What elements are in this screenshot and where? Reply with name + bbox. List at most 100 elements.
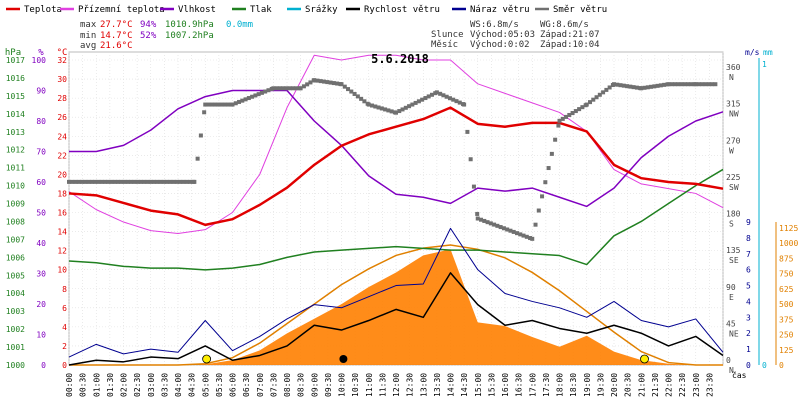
time-tick-label: 21:00 xyxy=(637,373,646,397)
wind-direction-point xyxy=(102,179,107,184)
wind-direction-point xyxy=(233,101,238,106)
wind-tick-label: 7 xyxy=(746,250,751,259)
wind-direction-point xyxy=(322,79,327,84)
hpa-tick-label: 1013 xyxy=(6,128,25,137)
wind-direction-point xyxy=(642,85,647,90)
wind-direction-point xyxy=(70,179,75,184)
time-tick-label: 19:30 xyxy=(596,373,605,397)
ground-temperature-line xyxy=(68,54,724,234)
wind-direction-point xyxy=(468,157,473,162)
temp-tick-label: 24 xyxy=(57,132,67,141)
solar-theoretical-line xyxy=(69,244,723,366)
wind-direction-point xyxy=(673,82,678,87)
wind-direction-point xyxy=(495,223,500,228)
wind-direction-point xyxy=(116,179,121,184)
wind-direction-point xyxy=(553,137,558,142)
wind-direction-point xyxy=(652,84,657,89)
stats-avg-temp: 21.6°C xyxy=(100,41,133,51)
wind-direction-point xyxy=(383,107,388,112)
pct-tick-label: 90 xyxy=(36,87,46,96)
wind-direction-point xyxy=(203,102,208,107)
hpa-tick-label: 1012 xyxy=(6,146,25,155)
wind-direction-point xyxy=(86,179,91,184)
time-tick-label: 02:30 xyxy=(133,373,142,397)
wind-direction-point xyxy=(325,80,330,85)
pct-tick-label: 50 xyxy=(36,209,46,218)
wind-direction-point xyxy=(584,102,589,107)
stats-min-temp: 14.7°C xyxy=(100,31,133,41)
wind-direction-point xyxy=(666,82,671,87)
temp-tick-label: 10 xyxy=(57,266,67,275)
solar-tick-label: 1125 xyxy=(779,224,798,233)
stats-moon-label: Měsíc xyxy=(431,40,458,50)
wind-direction-point xyxy=(631,85,636,90)
hpa-tick-label: 1008 xyxy=(6,217,25,226)
pct-tick-label: 80 xyxy=(36,117,46,126)
solar-tick-label: 500 xyxy=(779,300,794,309)
time-tick-label: 23:00 xyxy=(692,373,701,397)
axis-unit-hpa: hPa xyxy=(5,48,21,58)
solar-tick-label: 0 xyxy=(779,361,784,370)
wind-direction-point xyxy=(256,92,261,97)
wind-direction-point xyxy=(549,151,554,156)
wind-direction-point xyxy=(274,86,279,91)
hpa-tick-label: 1017 xyxy=(6,56,25,65)
wind-direction-point xyxy=(621,83,626,88)
stats-max-temp: 27.7°C xyxy=(100,20,133,30)
time-tick-label: 12:30 xyxy=(406,373,415,397)
wind-direction-point xyxy=(192,179,197,184)
wind-direction-point xyxy=(83,179,88,184)
time-tick-label: 02:00 xyxy=(120,373,129,397)
hpa-tick-label: 1002 xyxy=(6,325,25,334)
rain-tick-label: 0 xyxy=(762,361,767,370)
direction-tick-label: E xyxy=(729,293,734,302)
pressure-line xyxy=(68,168,724,271)
wind-direction-point xyxy=(184,179,189,184)
wind-direction-point xyxy=(533,222,538,227)
stats-min-label: min xyxy=(80,31,96,41)
wind-direction-point xyxy=(202,110,207,115)
wind-direction-point xyxy=(209,102,214,107)
wind-direction-point xyxy=(355,94,360,99)
pct-tick-label: 0 xyxy=(41,361,46,370)
stats-max-label: max xyxy=(80,20,97,30)
time-tick-label: 20:30 xyxy=(624,373,633,397)
wind-direction-point xyxy=(639,86,644,91)
temp-tick-label: 2 xyxy=(62,342,67,351)
legend-label: Náraz větru xyxy=(470,5,530,15)
direction-tick-degree: 45 xyxy=(726,319,736,328)
wind-direction-point xyxy=(106,179,111,184)
stats-sunrise: Východ:05:03 xyxy=(470,30,535,40)
wind-tick-label: 1 xyxy=(746,345,751,354)
wind-direction-point xyxy=(132,179,137,184)
wind-direction-point xyxy=(315,78,320,83)
time-tick-label: 14:30 xyxy=(460,373,469,397)
wind-direction-point xyxy=(96,179,101,184)
pct-tick-label: 20 xyxy=(36,300,46,309)
temp-tick-label: 26 xyxy=(57,113,67,122)
temp-tick-label: 12 xyxy=(57,247,67,256)
solar-tick-label: 250 xyxy=(779,331,794,340)
wind-tick-label: 4 xyxy=(746,297,751,306)
hpa-tick-label: 1006 xyxy=(6,253,25,262)
wind-direction-point xyxy=(634,85,639,90)
wind-direction-point xyxy=(604,87,609,92)
wind-direction-point xyxy=(505,227,510,232)
wind-direction-point xyxy=(416,99,421,104)
wind-direction-point xyxy=(397,109,402,114)
wind-direction-point xyxy=(498,225,503,230)
wind-direction-point xyxy=(277,86,282,91)
wind-direction-point xyxy=(376,105,381,110)
wind-tick-label: 3 xyxy=(746,313,751,322)
pct-tick-label: 70 xyxy=(36,148,46,157)
wind-direction-point xyxy=(530,236,535,241)
wind-direction-point xyxy=(521,233,526,238)
time-tick-label: 03:00 xyxy=(147,373,156,397)
wind-direction-point xyxy=(573,109,578,114)
marker-layer xyxy=(67,78,718,364)
time-tick-label: 16:00 xyxy=(501,373,510,397)
time-tick-label: 13:30 xyxy=(433,373,442,397)
wind-direction-point xyxy=(181,179,186,184)
time-tick-label: 20:00 xyxy=(610,373,619,397)
solar-tick-label: 1000 xyxy=(779,239,798,248)
